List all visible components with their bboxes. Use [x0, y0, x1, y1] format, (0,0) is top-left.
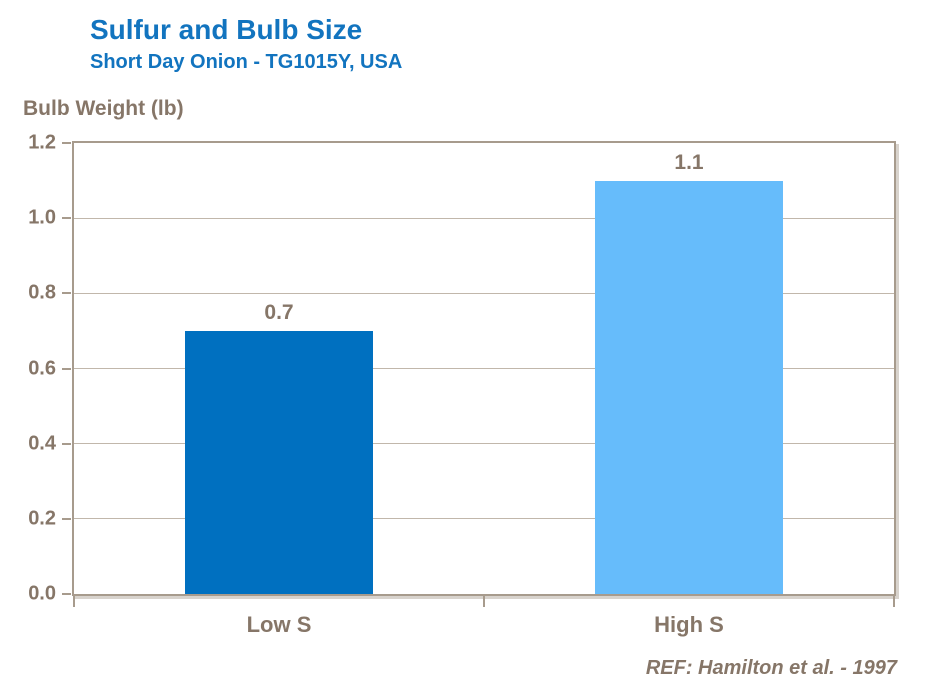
bar-value-label-high-s: 1.1 — [674, 150, 704, 174]
plot-area — [72, 141, 896, 596]
chart-subtitle: Short Day Onion - TG1015Y, USA — [90, 51, 403, 73]
x-tick-mark-0 — [73, 596, 75, 607]
y-tick-mark-0.2 — [62, 517, 71, 520]
y-tick-label-0.0: 0.0 — [28, 582, 56, 605]
x-category-label-low-s: Low S — [246, 612, 312, 637]
bar-high-s — [595, 180, 783, 594]
chart-title: Sulfur and Bulb Size — [90, 14, 363, 45]
y-tick-label-1.0: 1.0 — [28, 206, 56, 229]
gridline-0.6 — [74, 368, 894, 369]
y-tick-mark-0.8 — [62, 292, 71, 295]
bar-low-s — [185, 330, 373, 594]
y-tick-label-0.4: 0.4 — [28, 432, 56, 455]
y-tick-label-1.2: 1.2 — [28, 131, 56, 154]
x-category-label-high-s: High S — [654, 612, 724, 637]
reference-note: REF: Hamilton et al. - 1997 — [645, 657, 897, 679]
gridline-0.2 — [74, 518, 894, 520]
y-tick-mark-1.0 — [62, 217, 71, 220]
y-tick-mark-0.0 — [62, 593, 71, 595]
y-tick-mark-0.6 — [62, 367, 71, 370]
gridline-0.4 — [74, 443, 894, 445]
y-tick-label-0.6: 0.6 — [28, 357, 56, 379]
y-tick-label-0.2: 0.2 — [28, 507, 56, 530]
x-tick-mark-2 — [893, 596, 895, 607]
y-tick-label-0.8: 0.8 — [28, 281, 56, 304]
gridline-0.8 — [74, 292, 894, 294]
y-tick-mark-1.2 — [62, 142, 71, 144]
y-axis-title: Bulb Weight (lb) — [23, 97, 184, 120]
bar-value-label-low-s: 0.7 — [264, 300, 294, 324]
y-tick-mark-0.4 — [62, 442, 71, 445]
gridline-1.0 — [74, 217, 894, 219]
x-tick-mark-1 — [483, 596, 485, 607]
